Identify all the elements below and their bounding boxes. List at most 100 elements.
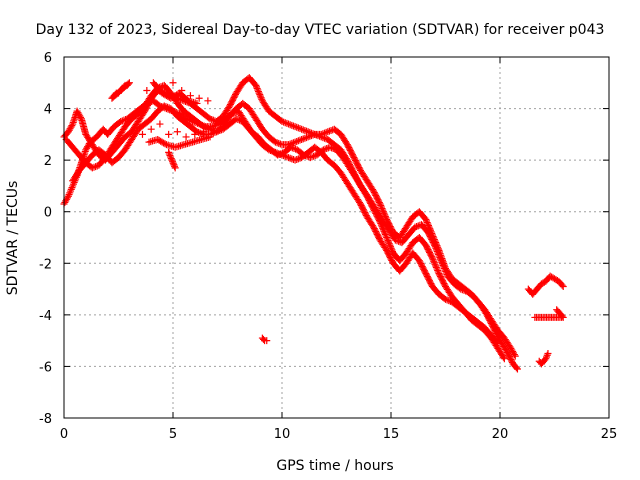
data-point-track-b xyxy=(511,352,519,360)
data-point-track-b xyxy=(256,92,264,100)
data-point-track-c xyxy=(383,234,391,241)
x-tick-label: 20 xyxy=(492,427,509,442)
data-point-track-c xyxy=(316,132,324,140)
data-point-isolated-segments xyxy=(544,350,552,358)
y-tick-label: 6 xyxy=(44,51,52,66)
data-point-spread-daytime xyxy=(193,99,201,107)
x-tick-label: 25 xyxy=(601,427,618,442)
data-point-track-d xyxy=(264,145,272,153)
data-point-track-c xyxy=(375,217,383,225)
data-point-track-c xyxy=(428,254,436,262)
y-axis-label: SDTVAR / TECUs xyxy=(5,181,21,296)
data-point-track-a xyxy=(323,145,331,153)
data-point-track-b xyxy=(299,126,307,134)
data-point-track-b xyxy=(257,94,265,102)
data-point-track-d xyxy=(201,123,209,131)
data-point-track-d xyxy=(286,154,294,162)
grid-lines xyxy=(64,57,609,418)
data-point-spread-daytime xyxy=(195,94,203,102)
data-point-track-d xyxy=(92,163,100,171)
data-point-track-c xyxy=(271,138,279,146)
data-point-track-c xyxy=(294,137,302,145)
data-point-track-c xyxy=(293,137,301,145)
data-point-track-c xyxy=(434,267,442,275)
data-point-track-b xyxy=(433,242,441,250)
data-point-track-b xyxy=(285,120,293,128)
data-point-track-a xyxy=(120,116,128,124)
data-point-track-d xyxy=(440,294,448,302)
data-point-track-c xyxy=(434,268,442,276)
data-point-track-b xyxy=(252,81,260,89)
data-point-isolated-segments xyxy=(111,90,119,98)
data-point-track-b xyxy=(324,128,332,136)
data-point-track-d xyxy=(204,125,212,133)
data-point-spread-daytime xyxy=(171,164,179,172)
data-point-track-c xyxy=(162,103,170,111)
data-point-spread-daytime xyxy=(182,133,190,141)
data-point-track-d xyxy=(294,155,302,163)
x-axis-label: GPS time / hours xyxy=(276,458,393,474)
data-point-track-c xyxy=(275,139,283,147)
y-tick-label: 2 xyxy=(44,154,52,169)
data-point-track-d xyxy=(288,155,296,163)
data-point-track-b xyxy=(252,83,260,91)
y-tick-label: 4 xyxy=(44,103,52,118)
data-point-isolated-segments xyxy=(559,282,567,290)
data-point-track-d xyxy=(276,150,284,158)
data-point-track-b xyxy=(255,89,263,97)
data-point-track-b xyxy=(379,208,387,216)
data-point-track-c xyxy=(433,265,441,273)
data-point-track-c xyxy=(380,227,388,235)
data-point-track-d xyxy=(208,126,216,134)
data-point-spread-daytime xyxy=(183,96,191,104)
data-point-spread-daytime xyxy=(169,158,177,166)
data-point-track-c xyxy=(377,220,385,228)
data-point-track-c xyxy=(303,134,311,142)
data-point-track-c xyxy=(196,129,204,137)
data-point-spread-daytime xyxy=(160,84,168,92)
data-point-track-b xyxy=(434,245,442,253)
data-point-track-c xyxy=(298,136,306,144)
data-point-track-b xyxy=(432,239,440,247)
data-point-track-d xyxy=(234,116,242,124)
data-point-track-b xyxy=(281,119,289,127)
data-point-track-c xyxy=(164,103,172,111)
data-point-spread-daytime xyxy=(165,148,173,156)
data-point-track-a xyxy=(413,223,421,231)
data-point-spread-daytime xyxy=(167,155,175,163)
data-point-spread-daytime xyxy=(169,159,177,167)
data-point-track-b xyxy=(256,91,264,99)
data-point-track-d xyxy=(206,125,214,133)
data-point-spread-daytime xyxy=(166,152,174,160)
data-point-track-c xyxy=(317,133,325,141)
data-point-spread-daytime xyxy=(171,162,179,170)
data-point-track-b xyxy=(303,127,311,135)
data-point-track-a xyxy=(321,145,329,153)
data-point-track-b xyxy=(428,231,436,239)
data-point-track-c xyxy=(386,241,394,249)
data-point-track-d xyxy=(270,148,278,156)
data-point-track-d xyxy=(198,122,206,130)
data-point-track-c xyxy=(160,102,168,110)
data-point-track-c xyxy=(430,257,438,265)
data-point-track-b xyxy=(432,240,440,248)
data-point-track-c xyxy=(304,133,312,141)
data-point-track-b xyxy=(430,236,438,244)
data-point-track-a xyxy=(311,152,319,160)
data-point-track-d xyxy=(218,126,226,134)
data-point-track-a xyxy=(67,185,75,193)
data-point-track-c xyxy=(306,132,314,140)
data-point-track-c xyxy=(289,139,297,147)
data-point-isolated-segments xyxy=(543,353,551,361)
data-point-track-b xyxy=(258,95,266,103)
data-point-track-b xyxy=(322,128,330,136)
x-tick-label: 5 xyxy=(169,427,177,442)
data-point-track-b xyxy=(430,234,438,242)
data-point-track-d xyxy=(280,152,288,160)
data-point-track-d xyxy=(88,164,96,172)
data-point-spread-daytime xyxy=(156,120,164,128)
data-point-track-c xyxy=(384,237,392,245)
chart-title: Day 132 of 2023, Sidereal Day-to-day VTE… xyxy=(36,22,605,38)
data-point-spread-daytime xyxy=(191,130,199,138)
data-point-track-c xyxy=(379,224,387,232)
